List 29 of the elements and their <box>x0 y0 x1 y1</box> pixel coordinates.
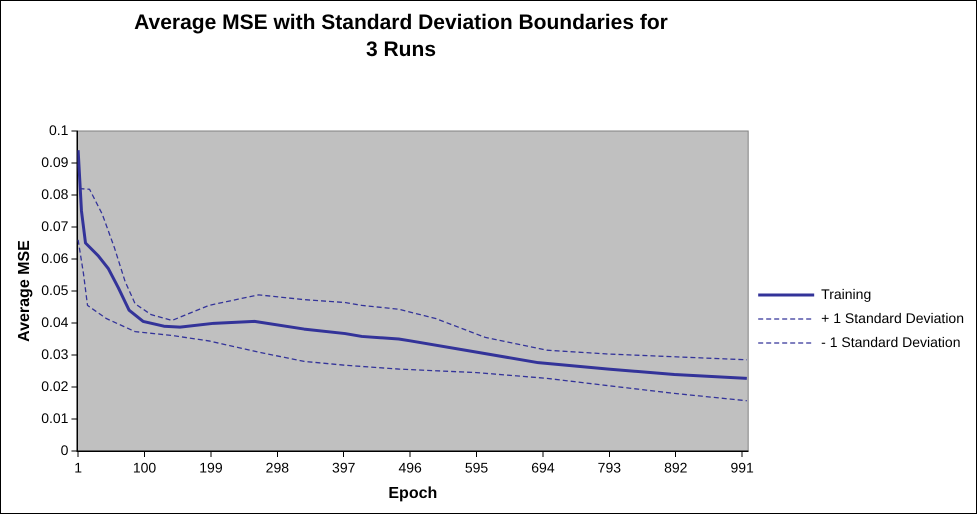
line-series <box>77 239 748 402</box>
x-tick-label: 991 <box>730 459 754 476</box>
y-tick-label: 0.05 <box>41 282 69 298</box>
x-tick-label: 694 <box>531 459 555 476</box>
chart-title: Average MSE with Standard Deviation Boundaries for 3 Runs <box>133 10 669 63</box>
x-tick-label: 595 <box>464 459 488 476</box>
y-tick-label: 0.07 <box>41 218 69 234</box>
legend-label: + 1 Standard Deviation <box>821 310 964 326</box>
legend-label: - 1 Standard Deviation <box>821 334 960 350</box>
x-axis-title: Epoch <box>388 484 438 502</box>
y-axis-title: Average MSE <box>16 240 34 342</box>
y-tick-label: 0.06 <box>41 250 69 266</box>
y-tick-label: 0.1 <box>48 122 69 138</box>
x-tick-label: 199 <box>199 459 223 476</box>
x-tick-label: 1 <box>74 459 82 476</box>
y-tick-label: 0.01 <box>41 410 69 426</box>
legend-label: Training <box>821 286 872 302</box>
x-tick-label: 496 <box>398 459 422 476</box>
x-tick-label: 793 <box>598 459 622 476</box>
x-tick-label: 397 <box>332 459 356 476</box>
y-tick-label: 0.08 <box>41 186 69 202</box>
y-tick-label: 0.09 <box>41 154 69 170</box>
y-tick-label: 0.03 <box>41 346 69 362</box>
x-tick-label: 100 <box>132 459 156 476</box>
y-tick-label: 0 <box>60 442 69 458</box>
y-tick-label: 0.02 <box>41 378 69 394</box>
x-tick-label: 298 <box>266 459 290 476</box>
x-tick-label: 892 <box>664 459 688 476</box>
y-tick-label: 0.04 <box>41 314 69 330</box>
